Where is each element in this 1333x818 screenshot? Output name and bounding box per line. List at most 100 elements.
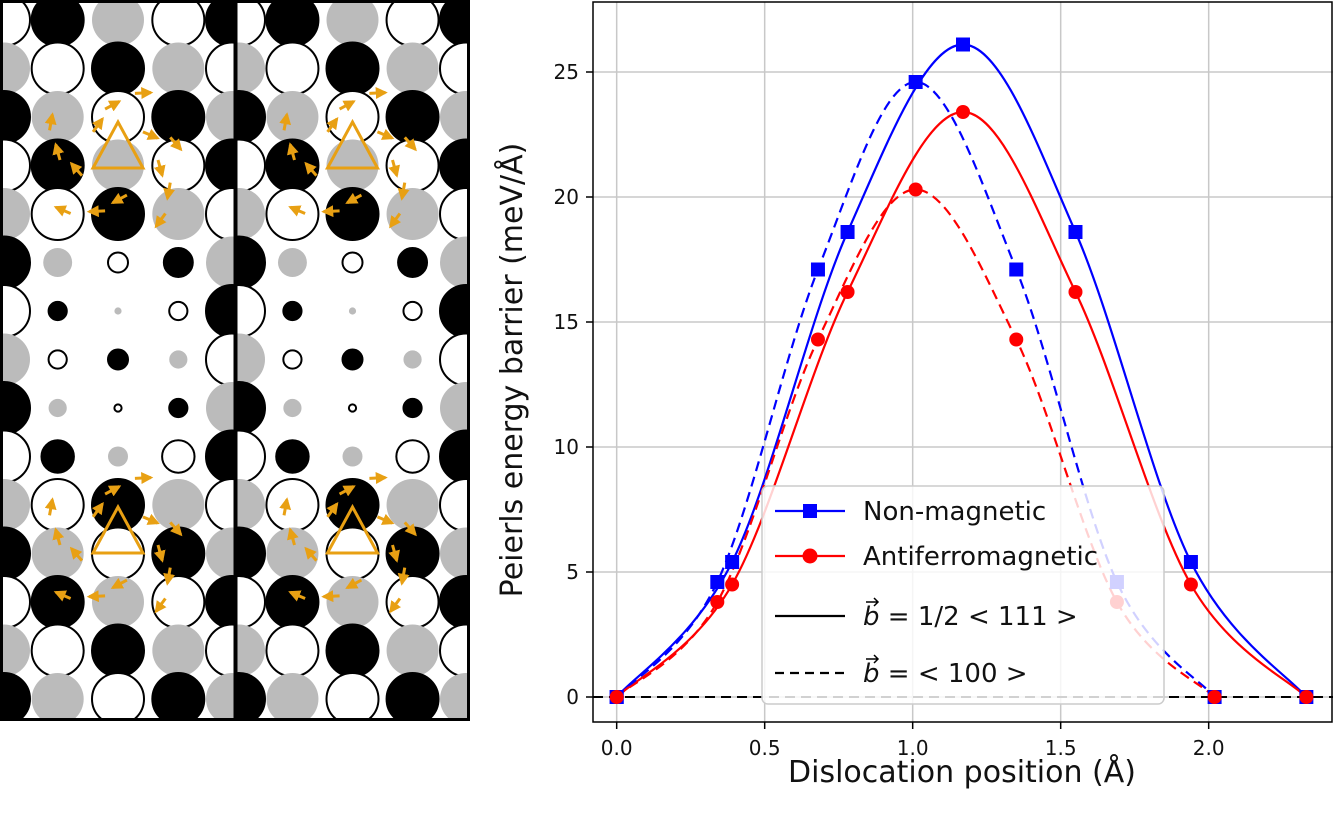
atom <box>402 397 423 419</box>
atom <box>237 333 265 386</box>
displacement-arrow <box>110 577 128 590</box>
atom <box>48 398 67 418</box>
series-point-square <box>1068 225 1083 239</box>
atom <box>265 41 320 96</box>
atom <box>31 673 84 719</box>
atom <box>325 672 380 719</box>
displacement-arrow <box>389 212 402 229</box>
atom <box>439 332 468 387</box>
displacement-arrow <box>403 521 417 537</box>
vector-arrow-icon <box>866 654 880 664</box>
atom <box>265 478 320 532</box>
displacement-arrow <box>304 161 318 177</box>
series-point-circle <box>1183 577 1198 592</box>
atom <box>2 381 31 435</box>
displacement-arrow <box>86 205 106 218</box>
atom <box>30 575 85 629</box>
atom <box>151 90 206 144</box>
atom <box>91 41 145 96</box>
atom <box>348 307 357 315</box>
displacement-arrow <box>44 112 57 131</box>
structure-panel-right <box>213 2 492 774</box>
displacement-arrow <box>104 100 122 112</box>
displacement-arrow <box>154 597 167 614</box>
atom <box>206 722 258 774</box>
atom <box>30 41 85 96</box>
atom <box>325 623 380 678</box>
legend-marker-square <box>803 504 817 518</box>
atom <box>92 2 144 46</box>
atom <box>266 527 319 580</box>
atom <box>107 251 129 274</box>
displacement-arrow <box>326 501 339 518</box>
x-tick-label: 0.0 <box>601 736 633 760</box>
atom <box>386 42 439 95</box>
atom <box>30 2 85 47</box>
displacement-arrow <box>153 159 166 178</box>
atom <box>2 284 31 338</box>
displacement-arrow <box>369 87 388 100</box>
displacement-arrow <box>142 513 160 525</box>
displacement-arrow <box>53 590 72 602</box>
atom <box>237 479 265 531</box>
atom <box>266 673 319 719</box>
atom <box>326 2 379 46</box>
displacement-arrow <box>388 544 400 563</box>
atom <box>30 187 85 241</box>
atom <box>237 188 265 240</box>
series-point-circle <box>908 182 923 197</box>
atom <box>47 349 68 370</box>
atom <box>152 188 205 240</box>
atom <box>2 42 30 95</box>
atom <box>31 527 84 580</box>
x-tick-label: 2.0 <box>1193 736 1225 760</box>
series-point-square <box>725 555 740 569</box>
y-tick-label: 10 <box>554 435 579 459</box>
series-point-circle <box>810 332 825 347</box>
atom <box>325 41 380 96</box>
atom <box>439 478 468 532</box>
displacement-arrow <box>279 112 292 131</box>
atom <box>439 187 468 241</box>
displacement-arrow <box>287 142 299 161</box>
legend-label-non-magnetic: Non-magnetic <box>863 497 1046 527</box>
displacement-arrow <box>345 192 363 205</box>
displacement-arrow <box>369 472 388 485</box>
atom <box>342 446 363 467</box>
displacement-arrow <box>110 192 128 205</box>
atom <box>92 722 144 774</box>
atom <box>439 575 468 629</box>
atom <box>237 624 265 677</box>
atom <box>2 90 31 144</box>
y-axis-ticks: 0 5 10 15 20 25 <box>554 60 593 709</box>
atom <box>440 91 468 143</box>
displacement-arrow <box>288 205 306 217</box>
core-triangle <box>324 118 381 170</box>
series-point-circle <box>1009 332 1024 347</box>
atom <box>213 722 265 774</box>
atom <box>168 397 189 419</box>
atom <box>440 673 468 719</box>
atom <box>440 722 492 774</box>
displacement-arrow <box>321 205 340 218</box>
core-triangle <box>90 118 146 170</box>
atom <box>277 248 307 277</box>
series-point-square <box>908 75 923 89</box>
atom <box>266 91 319 143</box>
displacement-arrow <box>345 577 363 590</box>
series-point-circle <box>1207 690 1222 704</box>
legend-label-antiferromagnetic: Antiferromagnetic <box>863 542 1098 572</box>
atom <box>2 526 31 581</box>
series-point-square <box>810 262 825 277</box>
displacement-arrow <box>338 100 356 112</box>
atom <box>206 236 234 289</box>
y-tick-label: 25 <box>554 60 579 84</box>
displacement-arrow <box>142 128 160 140</box>
displacement-arrow <box>403 136 417 152</box>
atom <box>151 672 206 719</box>
atom <box>325 187 380 241</box>
displacement-arrow <box>44 497 57 516</box>
x-tick-label: 1.0 <box>897 736 929 760</box>
atom <box>91 672 145 719</box>
